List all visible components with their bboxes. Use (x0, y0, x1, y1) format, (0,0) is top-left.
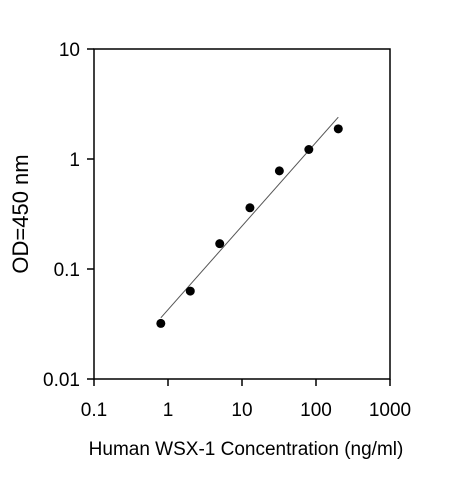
x-axis-ticks (93, 379, 391, 386)
data-point (215, 239, 225, 249)
data-points (156, 124, 343, 328)
x-tick-label: 1000 (369, 400, 411, 421)
data-point (274, 166, 284, 176)
y-tick-label: 10 (59, 40, 80, 61)
y-tick-label: 0.1 (54, 260, 80, 281)
y-tick-label: 1 (69, 150, 80, 171)
data-point (245, 203, 255, 213)
x-tick-label: 10 (231, 400, 252, 421)
data-point (156, 318, 166, 328)
y-axis-tick-labels: 0.01 0.1 1 10 (43, 40, 80, 391)
x-axis-title: Human WSX-1 Concentration (ng/ml) (89, 439, 404, 460)
data-point (333, 124, 343, 134)
x-axis-tick-labels: 0.1 1 10 100 1000 (81, 400, 411, 421)
x-tick-label: 1 (163, 400, 174, 421)
plot-area-frame (93, 48, 391, 380)
y-axis-title: OD=450 nm (8, 154, 33, 273)
y-axis-ticks (87, 48, 94, 380)
data-point (185, 286, 195, 296)
x-tick-label: 0.1 (81, 400, 107, 421)
data-point (304, 145, 314, 155)
x-tick-label: 100 (300, 400, 332, 421)
y-tick-label: 0.01 (43, 370, 80, 391)
